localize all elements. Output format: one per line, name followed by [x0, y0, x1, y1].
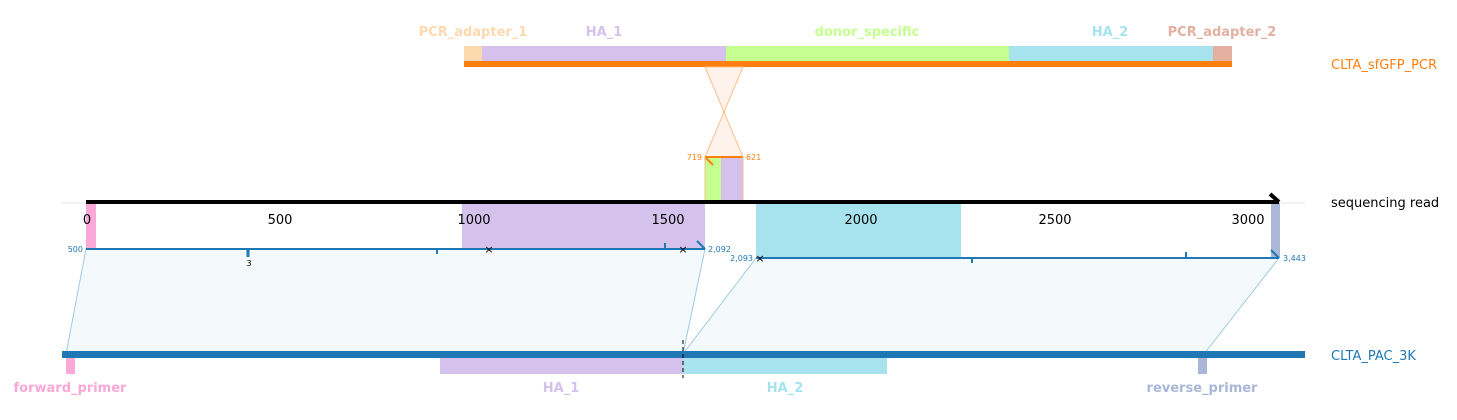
donor-projection-fill — [704, 66, 744, 158]
reference-projections — [65, 248, 1281, 355]
donor-label-ha-1: HA_1 — [586, 25, 623, 40]
donor-feature-pcr-adapter-2 — [1213, 46, 1232, 61]
right-alignment-start-label: 2,093 — [730, 254, 753, 263]
right-alignment-projection — [681, 257, 1281, 355]
reference-label-forward-primer: forward_primer — [14, 381, 128, 396]
read-track-name: sequencing read — [1331, 196, 1439, 211]
read-donor-specific-patch — [705, 157, 721, 202]
reference-label-ha-1: HA_1 — [543, 381, 580, 396]
donor-label-pcr-adapter-2: PCR_adapter_2 — [1168, 25, 1277, 40]
read-tick-label: 1000 — [457, 213, 490, 228]
reference-track: forward_primer HA_1 HA_2 reverse_primer … — [14, 340, 1416, 396]
read-ha-1-patch — [721, 157, 743, 202]
read-track: 0 500 1000 1500 2000 2500 3000 sequencin… — [62, 192, 1439, 258]
donor-end-label: 621 — [746, 153, 761, 162]
read-reverse-primer — [1271, 203, 1280, 258]
donor-feature-donor-specific — [726, 46, 1009, 61]
read-tick-label: 3000 — [1231, 213, 1264, 228]
read-tick-label: 2000 — [844, 213, 877, 228]
reference-feature-forward-primer — [66, 358, 75, 374]
right-alignment-arrow — [1270, 249, 1280, 259]
left-alignment-projection — [65, 248, 706, 355]
donor-label-donor-specific: donor_specific — [815, 25, 920, 40]
donor-feature-ha-2 — [1009, 46, 1213, 61]
reference-label-reverse-primer: reverse_primer — [1147, 381, 1259, 396]
read-arrow — [1268, 192, 1281, 204]
read-tick-label: 1500 — [651, 213, 684, 228]
donor-track-name: CLTA_sfGFP_PCR — [1331, 58, 1437, 73]
read-axis-ticks: 0 500 1000 1500 2000 2500 3000 — [83, 213, 1265, 228]
left-alignment-mismatch-mark: × — [484, 243, 493, 256]
donor-start-label: 719 — [687, 153, 702, 162]
donor-line — [464, 61, 1232, 67]
right-alignment-mismatch-mark: × — [755, 252, 764, 265]
right-alignment-end-label: 3,443 — [1283, 254, 1306, 263]
donor-projection: 719 621 — [687, 66, 761, 202]
reference-feature-reverse-primer — [1198, 358, 1207, 374]
left-alignment-mismatch-mark: × — [678, 243, 687, 256]
donor-label-pcr-adapter-1: PCR_adapter_1 — [419, 25, 528, 40]
donor-label-ha-2: HA_2 — [1092, 25, 1129, 40]
read-tick-label: 0 — [83, 213, 91, 228]
read-ha-2 — [756, 203, 961, 258]
right-alignment: × 2,093 3,443 — [730, 249, 1306, 265]
read-tick-label: 500 — [268, 213, 293, 228]
reference-feature-ha-1 — [440, 358, 683, 374]
left-alignment-arrow — [696, 240, 706, 250]
donor-track: PCR_adapter_1 HA_1 donor_specific HA_2 P… — [419, 25, 1437, 73]
left-alignment-indel-label: 3 — [246, 259, 251, 268]
left-alignment: × × 3 500 2,092 — [68, 240, 731, 268]
read-forward-primer — [86, 203, 96, 248]
reference-label-ha-2: HA_2 — [767, 381, 804, 396]
reference-feature-ha-2 — [683, 358, 887, 374]
reference-track-name: CLTA_PAC_3K — [1331, 349, 1416, 364]
donor-feature-pcr-adapter-1 — [464, 46, 482, 61]
read-tick-label: 2500 — [1038, 213, 1071, 228]
left-alignment-start-label: 500 — [68, 245, 83, 254]
donor-alignment-arrow — [704, 156, 714, 166]
read-ha-1 — [462, 203, 705, 248]
left-alignment-end-label: 2,092 — [708, 245, 731, 254]
donor-feature-ha-1 — [482, 46, 726, 61]
